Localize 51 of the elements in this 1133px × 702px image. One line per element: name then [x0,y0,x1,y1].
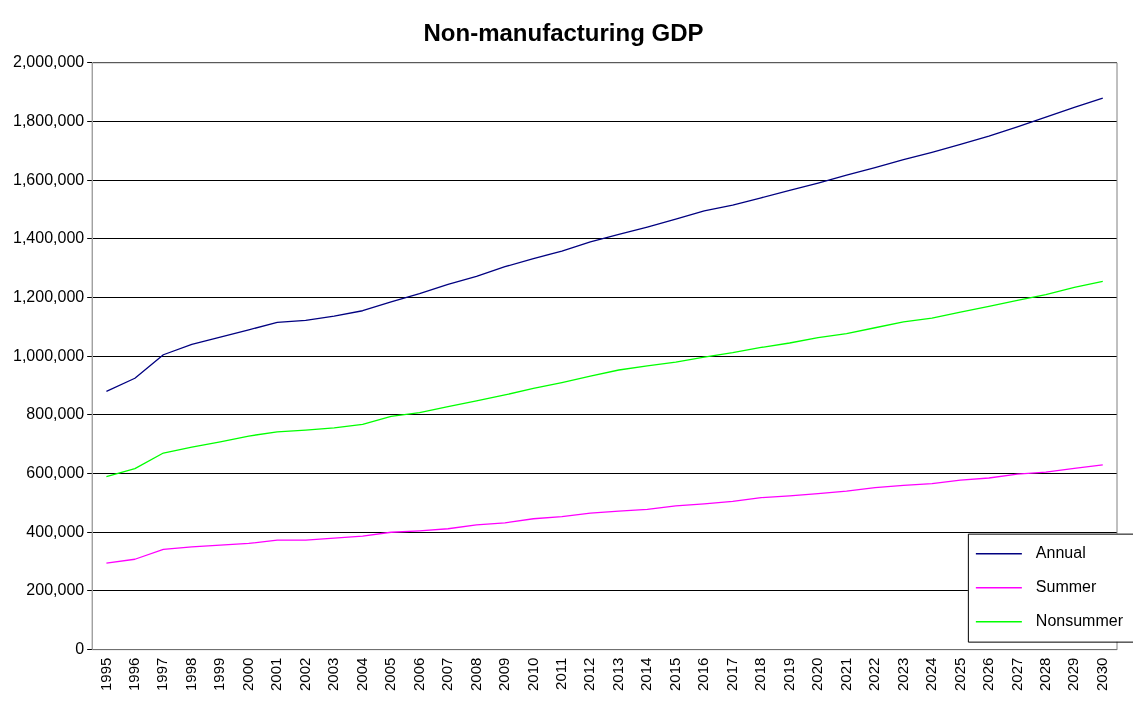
x-tick-label: 1996 [125,657,143,692]
x-tick-label: 2027 [1007,657,1025,692]
x-tick-label: 2015 [665,657,683,692]
x-tick-label: 2007 [438,657,456,692]
x-tick-label: 2008 [466,657,484,692]
x-tick-label: 2014 [637,657,655,692]
x-tick-label: 2019 [779,657,797,692]
y-tick-label: 1,200,000 [12,287,85,305]
x-tick-label: 2026 [979,657,997,692]
x-tick-label: 2021 [836,657,854,692]
x-tick-label: 2001 [267,657,285,692]
x-tick-label: 2024 [922,657,940,692]
x-tick-label: 2029 [1064,657,1082,692]
x-tick-label: 2017 [722,657,740,692]
y-tick-label: 1,600,000 [12,170,85,188]
x-tick-label: 2022 [865,657,883,692]
x-tick-label: 2004 [352,657,370,692]
y-tick-label: 1,800,000 [12,111,85,129]
y-tick-label: 600,000 [26,463,85,481]
x-tick-label: 2025 [950,657,968,692]
x-tick-label: 2000 [238,657,256,692]
y-tick-label: 800,000 [26,405,85,423]
x-tick-label: 2005 [381,657,399,692]
y-tick-label: 400,000 [26,522,85,540]
x-tick-label: 2010 [523,657,541,692]
x-tick-label: 2012 [580,657,598,692]
x-tick-label: 2013 [608,657,626,692]
legend-label: Annual [1035,544,1086,562]
x-tick-label: 2030 [1092,657,1110,692]
chart-title: Non-manufacturing GDP [423,19,704,47]
x-tick-label: 2002 [295,657,313,692]
x-tick-label: 2023 [893,657,911,692]
x-tick-label: 1998 [181,657,199,692]
y-tick-label: 1,400,000 [12,229,85,247]
y-tick-label: 1,000,000 [12,346,85,364]
x-tick-label: 2003 [324,657,342,692]
y-tick-label: 0 [75,640,85,658]
legend-label: Summer [1035,578,1097,596]
x-tick-label: 1999 [210,657,228,692]
x-tick-label: 2020 [808,657,826,692]
x-tick-label: 2016 [694,657,712,692]
y-tick-label: 2,000,000 [12,53,85,71]
x-tick-label: 2006 [409,657,427,692]
x-tick-label: 1995 [96,657,114,692]
y-tick-label: 200,000 [26,581,85,599]
x-tick-label: 2018 [751,657,769,692]
x-tick-label: 2011 [552,657,570,690]
legend-label: Nonsummer [1035,612,1124,630]
x-tick-label: 1997 [153,657,171,692]
x-tick-label: 2028 [1035,657,1053,692]
x-tick-label: 2009 [495,657,513,692]
